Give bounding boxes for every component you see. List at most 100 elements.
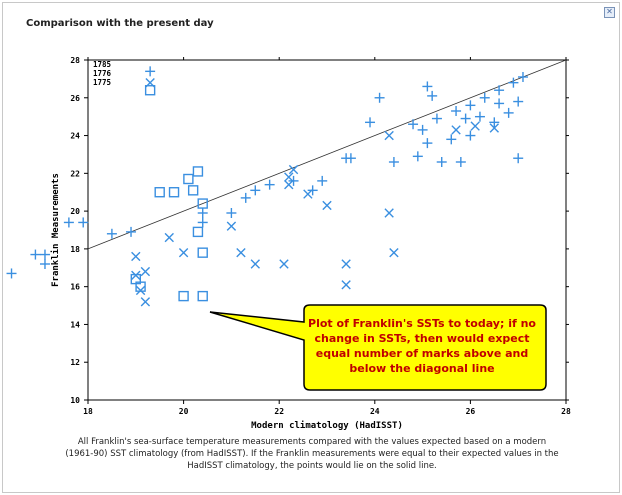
x-tick-label: 18 bbox=[83, 407, 93, 416]
plus-marker bbox=[63, 217, 74, 228]
panel-title: Comparison with the present day bbox=[26, 18, 214, 29]
x-marker-b bbox=[384, 208, 394, 218]
plot-area bbox=[87, 59, 567, 401]
series-1785 bbox=[6, 66, 528, 279]
x-marker-b bbox=[131, 251, 141, 262]
plus-marker bbox=[317, 175, 328, 186]
x-marker bbox=[284, 179, 294, 190]
plus-marker bbox=[264, 179, 275, 190]
x-marker bbox=[236, 247, 246, 258]
x-marker-b bbox=[284, 172, 294, 182]
x-marker bbox=[322, 200, 332, 211]
x-marker bbox=[164, 232, 174, 243]
plus-marker bbox=[431, 113, 442, 124]
plus-marker bbox=[365, 117, 376, 128]
plus-marker bbox=[250, 185, 261, 196]
x-marker-b bbox=[135, 285, 146, 296]
plus-marker bbox=[412, 151, 423, 162]
plus-marker bbox=[422, 81, 433, 92]
square-marker bbox=[197, 290, 208, 302]
x-marker-b bbox=[226, 221, 237, 231]
plus-marker bbox=[6, 268, 17, 279]
plus-marker bbox=[465, 100, 476, 111]
x-marker bbox=[284, 172, 294, 182]
y-tick-label: 28 bbox=[70, 56, 80, 65]
y-tick-label: 22 bbox=[70, 169, 80, 178]
reference-diagonal-line bbox=[87, 59, 567, 250]
plus-marker bbox=[460, 113, 471, 124]
figure-caption: All Franklin's sea-surface temperature m… bbox=[26, 436, 598, 472]
plus-marker bbox=[436, 157, 447, 167]
x-marker bbox=[140, 297, 151, 307]
square-marker bbox=[168, 187, 180, 198]
plus-marker bbox=[408, 119, 419, 130]
x-marker-b bbox=[140, 266, 151, 277]
x-marker-b bbox=[140, 297, 151, 307]
x-marker-b bbox=[288, 164, 299, 175]
x-marker-b bbox=[341, 259, 351, 269]
plus-marker bbox=[145, 66, 156, 77]
x-marker-b bbox=[451, 125, 461, 135]
x-marker-b bbox=[389, 247, 399, 258]
square-marker bbox=[135, 281, 146, 292]
plus-marker bbox=[307, 185, 318, 196]
plus-marker bbox=[513, 153, 524, 164]
plus-marker bbox=[374, 92, 385, 103]
x-marker bbox=[489, 123, 499, 133]
caption-line: HadISST climatology, the points would li… bbox=[187, 461, 437, 471]
x-marker-b bbox=[250, 259, 260, 269]
x-marker bbox=[470, 121, 480, 131]
x-marker bbox=[288, 164, 299, 175]
plus-marker bbox=[288, 175, 299, 186]
y-tick-label: 20 bbox=[70, 207, 80, 216]
plus-marker bbox=[446, 134, 457, 145]
legend-label: 1776 bbox=[93, 69, 112, 78]
plus-marker bbox=[503, 107, 514, 118]
x-marker bbox=[303, 189, 313, 199]
square-marker bbox=[197, 247, 208, 258]
legend-label: 1775 bbox=[93, 78, 111, 87]
x-marker-b bbox=[384, 130, 394, 141]
x-marker-b bbox=[341, 280, 351, 290]
x-marker bbox=[389, 247, 399, 258]
plus-marker bbox=[388, 157, 399, 167]
square-marker bbox=[192, 226, 204, 238]
plus-marker bbox=[494, 98, 505, 109]
x-marker bbox=[384, 208, 394, 218]
square-marker bbox=[154, 187, 165, 198]
series-1776 bbox=[131, 77, 499, 307]
plus-marker bbox=[106, 228, 117, 239]
y-tick-label: 26 bbox=[70, 94, 80, 103]
x-marker bbox=[135, 285, 146, 296]
square-marker bbox=[187, 185, 199, 196]
x-marker bbox=[140, 266, 151, 277]
x-marker bbox=[384, 130, 394, 141]
x-marker-b bbox=[236, 247, 246, 258]
plus-marker bbox=[39, 249, 50, 260]
plus-marker bbox=[197, 208, 208, 218]
x-marker-b bbox=[284, 179, 294, 190]
plus-marker bbox=[517, 72, 528, 82]
x-marker bbox=[178, 247, 189, 258]
x-marker bbox=[341, 280, 351, 290]
square-marker bbox=[183, 173, 194, 185]
plus-marker bbox=[126, 226, 137, 237]
x-axis-label: Modern climatology (HadISST) bbox=[251, 420, 403, 431]
plus-marker bbox=[226, 208, 237, 218]
x-marker bbox=[250, 259, 260, 269]
x-marker bbox=[341, 259, 351, 269]
x-marker bbox=[226, 221, 237, 231]
plus-marker bbox=[197, 217, 208, 228]
plus-marker bbox=[78, 217, 89, 228]
x-marker-b bbox=[279, 259, 289, 269]
square-marker bbox=[197, 198, 208, 209]
x-marker bbox=[279, 259, 289, 269]
plus-marker bbox=[465, 130, 476, 141]
y-tick-label: 14 bbox=[70, 320, 80, 329]
plus-marker bbox=[240, 192, 251, 203]
close-icon[interactable]: ✕ bbox=[604, 7, 615, 18]
plus-marker bbox=[474, 111, 485, 122]
x-tick-label: 22 bbox=[274, 407, 284, 416]
